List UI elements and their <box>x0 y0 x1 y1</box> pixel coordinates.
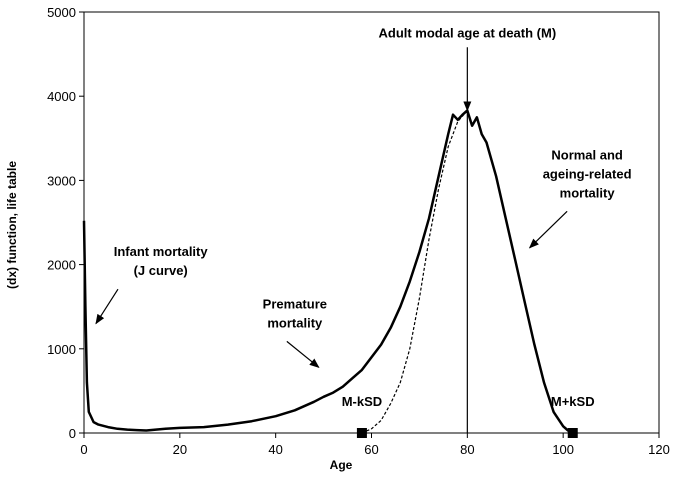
annotation-text: mortality <box>267 315 323 330</box>
square-marker <box>567 428 578 438</box>
y-tick-label: 2000 <box>47 258 76 273</box>
x-tick-label: 120 <box>648 442 670 457</box>
y-tick-label: 1000 <box>47 342 76 357</box>
annotation-text: Adult modal age at death (M) <box>378 25 556 40</box>
annotation-text: Infant mortality <box>114 244 209 259</box>
y-tick-label: 0 <box>69 426 76 441</box>
square-marker <box>356 428 367 438</box>
y-tick-label: 5000 <box>47 5 76 20</box>
annotation-text: mortality <box>560 185 616 200</box>
marker-label: M-kSD <box>342 394 382 409</box>
x-tick-label: 100 <box>552 442 574 457</box>
plot-frame <box>83 11 660 434</box>
x-axis-title: Age <box>330 458 353 472</box>
x-tick-label: 20 <box>173 442 187 457</box>
marker-label: M+kSD <box>551 394 595 409</box>
y-axis-title: (dx) function, life table <box>5 161 19 289</box>
y-tick-label: 3000 <box>47 173 76 188</box>
annotation-text: Normal and <box>551 147 623 162</box>
annotation-text: (J curve) <box>134 263 188 278</box>
solid-series-line <box>82 109 574 434</box>
x-tick-label: 60 <box>364 442 378 457</box>
annotation-arrow <box>528 210 568 249</box>
x-tick-label: 40 <box>268 442 282 457</box>
annotation-arrow <box>286 340 320 368</box>
annotation-text: Premature <box>263 296 327 311</box>
annotation-text: ageing-related <box>543 166 632 181</box>
x-tick-label: 0 <box>80 442 87 457</box>
y-tick-label: 4000 <box>47 89 76 104</box>
x-tick-label: 80 <box>460 442 474 457</box>
dashed-series-line <box>361 110 468 434</box>
annotation-arrow <box>95 288 119 325</box>
